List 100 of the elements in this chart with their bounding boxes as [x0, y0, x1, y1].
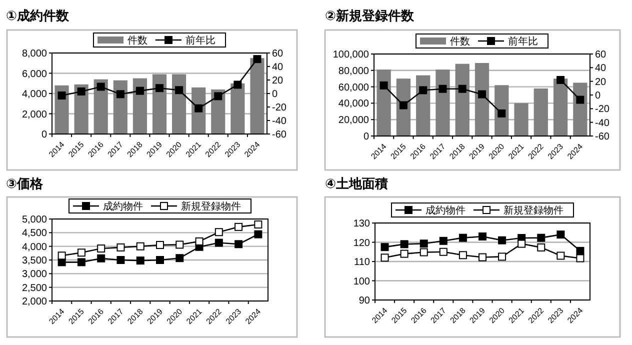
point	[156, 84, 164, 92]
y-tick-label: 100,000	[332, 50, 370, 60]
bar	[230, 83, 245, 134]
legend-label: 前年比	[186, 34, 216, 46]
y2-tick-label: 40	[272, 62, 284, 73]
y-tick-label: 90	[358, 296, 370, 306]
point	[556, 230, 565, 239]
point	[439, 248, 448, 256]
point	[576, 96, 584, 104]
y-tick-label: 60,000	[338, 82, 370, 94]
chart-title: ②新規登録件数	[325, 8, 416, 23]
y2-tick-label: 0	[272, 89, 278, 100]
point	[97, 244, 106, 253]
y2-tick-label: 0	[595, 90, 601, 102]
point	[537, 234, 546, 242]
point	[156, 240, 164, 249]
bar	[455, 64, 470, 136]
point	[214, 92, 222, 100]
chart-title: ④土地面積	[325, 176, 388, 191]
point	[116, 256, 125, 264]
bar	[416, 75, 430, 136]
chart-title: ①成約件数	[6, 8, 70, 23]
point	[458, 234, 467, 242]
bar	[113, 80, 128, 134]
y2-tick-label: 20	[272, 76, 284, 86]
y-tick-label: 3,500	[22, 256, 48, 266]
y-tick-label: 5,000	[22, 214, 48, 226]
y-tick-label: 130	[353, 218, 370, 230]
y-tick-label: 0	[41, 130, 48, 140]
point	[214, 228, 223, 236]
legend-label: 前年比	[508, 36, 538, 48]
point	[556, 252, 565, 260]
y-tick-label: 120	[353, 238, 370, 249]
point	[214, 238, 223, 247]
point	[498, 109, 506, 118]
point	[254, 220, 262, 228]
point	[380, 254, 389, 262]
point	[399, 101, 408, 110]
point	[175, 86, 184, 94]
point	[136, 242, 144, 250]
bar	[494, 85, 509, 136]
y-tick-label: 4,000	[22, 89, 48, 100]
point	[420, 240, 428, 248]
legend-label: 成約物件	[426, 204, 466, 216]
point	[77, 87, 86, 96]
point	[419, 86, 428, 94]
point	[498, 236, 506, 244]
point	[136, 256, 144, 265]
legend-label: 新規登録物件	[504, 204, 564, 216]
y-tick-label: 100	[353, 276, 370, 288]
y2-tick-label: 40	[595, 63, 607, 74]
point	[176, 254, 184, 262]
point	[116, 90, 124, 98]
y-tick-label: 3,000	[22, 269, 48, 280]
y2-tick-label: 60	[595, 50, 607, 60]
point	[478, 253, 486, 262]
y-tick-label: 110	[354, 257, 370, 268]
point	[400, 250, 408, 258]
y2-tick-label: -60	[595, 132, 610, 142]
point	[253, 55, 262, 64]
y2-tick-label: 20	[595, 76, 607, 88]
point	[96, 82, 105, 91]
point	[380, 81, 388, 90]
bar	[250, 58, 264, 134]
y2-tick-label: -40	[272, 116, 287, 127]
y-tick-label: 80,000	[338, 66, 370, 77]
y-tick-label: 40,000	[338, 98, 370, 110]
point	[58, 92, 66, 100]
point	[518, 240, 526, 248]
point	[58, 252, 66, 260]
y-tick-label: 0	[363, 132, 370, 142]
bar	[573, 82, 588, 136]
bar	[172, 74, 186, 134]
point	[234, 240, 243, 248]
bar	[152, 74, 167, 134]
y-tick-label: 4,500	[22, 228, 48, 240]
point	[537, 243, 546, 252]
bar	[474, 63, 490, 136]
legend-label: 新規登録物件	[181, 200, 241, 212]
point	[458, 251, 467, 260]
y-tick-label: 2,500	[22, 282, 48, 294]
point	[400, 240, 408, 248]
point	[380, 243, 389, 252]
bar	[514, 103, 528, 136]
chart-title: ③価格	[6, 176, 44, 191]
point	[478, 90, 486, 98]
point	[556, 76, 565, 84]
point	[77, 258, 86, 266]
point	[439, 236, 448, 245]
legend-label: 成約物件	[103, 200, 143, 212]
point	[195, 237, 204, 246]
bar	[74, 84, 88, 134]
bar	[534, 88, 548, 136]
y-tick-label: 20,000	[338, 115, 370, 126]
point	[136, 86, 144, 95]
point	[176, 240, 184, 249]
point	[234, 222, 243, 231]
point	[438, 84, 447, 93]
y-tick-label: 8,000	[22, 48, 48, 60]
point	[478, 232, 486, 240]
